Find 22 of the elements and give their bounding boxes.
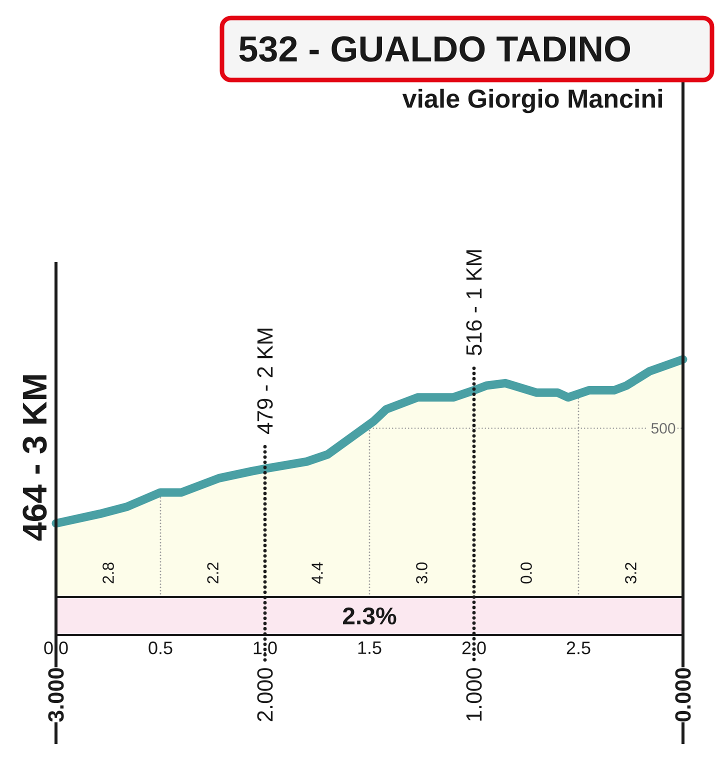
annotation: 479 - 2 KM (257, 328, 273, 434)
chart-subtitle: viale Giorgio Mancini (402, 88, 662, 114)
x2-tick-label: 1.000 (466, 668, 482, 721)
x-tick-label: 1.5 (358, 642, 382, 654)
annotation: 0.0 (520, 562, 532, 584)
annotation: 2.2 (207, 562, 218, 584)
x-tick-label: 2.0 (462, 642, 486, 654)
x-tick-label: 0.5 (148, 642, 172, 654)
chart-title: 532 - GUALDO TADINO (239, 36, 630, 62)
band-label: 2.3% (342, 607, 396, 625)
annotation: 4.4 (312, 562, 323, 584)
annotation: 3.0 (416, 562, 428, 584)
x2-tick-label: 0.000 (675, 668, 691, 722)
x-tick-label: 1.0 (254, 642, 277, 654)
annotation: 464 - 3 KM (22, 375, 47, 541)
x-tick-label: 2.5 (566, 642, 590, 654)
annotation: 3.2 (625, 562, 636, 584)
x2-tick-label: 3.000 (48, 668, 64, 722)
annotation: 516 - 1 KM (466, 250, 482, 356)
annotation: 2.8 (102, 562, 114, 584)
x2-tick-label: 2.000 (257, 668, 273, 722)
annotation: 500 (651, 422, 676, 434)
